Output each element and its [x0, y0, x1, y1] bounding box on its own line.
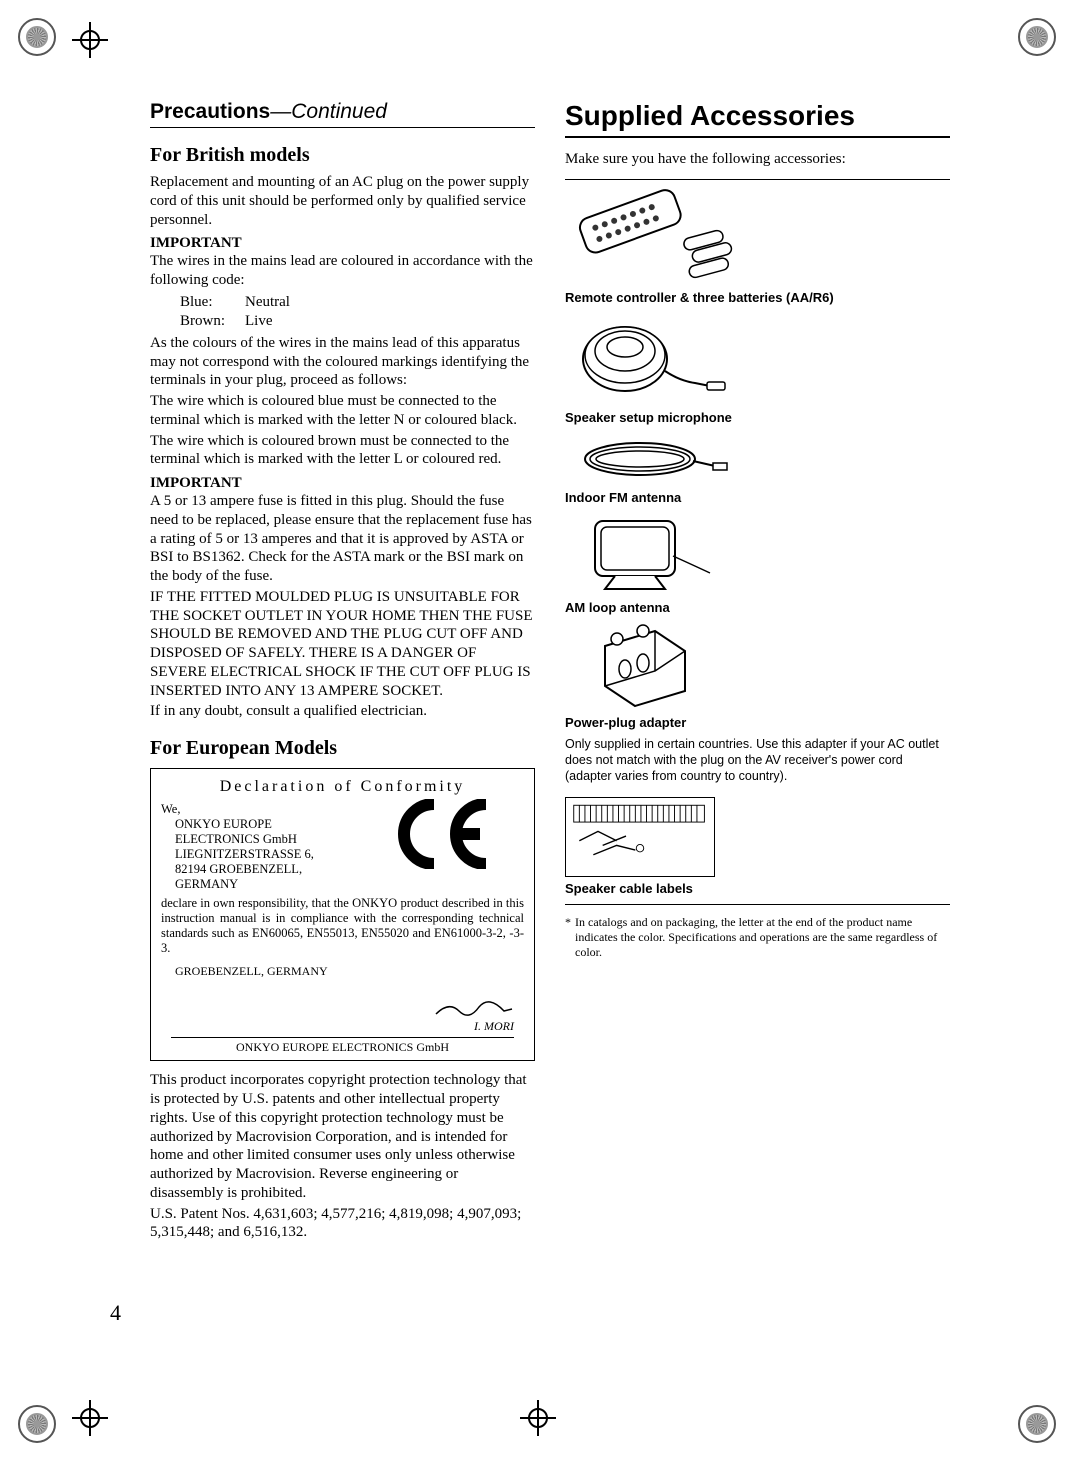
fm-antenna-icon — [565, 431, 735, 486]
divider — [565, 904, 950, 905]
register-mark-icon — [1018, 18, 1056, 56]
accessory-caption: Power-plug adapter — [565, 715, 950, 730]
right-column: Supplied Accessories Make sure you have … — [565, 100, 950, 1244]
register-mark-icon — [18, 1405, 56, 1443]
british-heading: For British models — [150, 144, 535, 167]
main-title: Supplied Accessories — [565, 100, 950, 138]
body-text: A 5 or 13 ampere fuse is fitted in this … — [150, 492, 535, 586]
wire-color: Blue: — [180, 294, 243, 311]
section-title: Precautions—Continued — [150, 100, 535, 128]
accessory-caption: AM loop antenna — [565, 600, 950, 615]
doc-box-signature: I. MORI — [161, 999, 524, 1033]
body-text: Replacement and mounting of an AC plug o… — [150, 173, 535, 229]
crosshair-icon — [520, 1400, 556, 1436]
divider — [171, 1037, 514, 1038]
table-row: Brown: Live — [180, 313, 308, 330]
page-number: 4 — [110, 1300, 121, 1326]
remote-batteries-icon — [565, 186, 735, 286]
accessory-caption: Speaker setup microphone — [565, 410, 950, 425]
microphone-icon — [565, 311, 735, 406]
crosshair-icon — [72, 1400, 108, 1436]
accessory-item: AM loop antenna — [565, 511, 950, 615]
ce-mark-icon — [394, 799, 494, 869]
doc-box-title: Declaration of Conformity — [161, 777, 524, 796]
signature-icon — [434, 999, 514, 1019]
doc-box-location: GROEBENZELL, GERMANY — [175, 964, 524, 978]
intro-text: Make sure you have the following accesso… — [565, 150, 950, 169]
body-text: The wire which is coloured blue must be … — [150, 392, 535, 430]
body-text: The wire which is coloured brown must be… — [150, 432, 535, 470]
register-mark-icon — [18, 18, 56, 56]
plug-adapter-icon — [565, 621, 735, 711]
section-title-continued: —Continued — [270, 100, 387, 123]
wire-color-table: Blue: Neutral Brown: Live — [178, 292, 310, 332]
body-text: U.S. Patent Nos. 4,631,603; 4,577,216; 4… — [150, 1205, 535, 1243]
cable-labels-icon — [565, 797, 715, 877]
important-label: IMPORTANT — [150, 235, 535, 252]
accessory-item: Speaker setup microphone — [565, 311, 950, 425]
body-text: As the colours of the wires in the mains… — [150, 334, 535, 390]
table-row: Blue: Neutral — [180, 294, 308, 311]
declaration-of-conformity-box: Declaration of Conformity We, ONKYO EURO… — [150, 768, 535, 1061]
accessory-item: Speaker cable labels — [565, 797, 950, 896]
section-title-main: Precautions — [150, 100, 270, 123]
wire-meaning: Neutral — [245, 294, 308, 311]
important-label: IMPORTANT — [150, 475, 535, 492]
page-content: Precautions—Continued For British models… — [150, 100, 950, 1244]
accessory-item: Remote controller & three batteries (AA/… — [565, 186, 950, 305]
catalog-note: In catalogs and on packaging, the letter… — [565, 915, 950, 960]
accessory-caption: Indoor FM antenna — [565, 490, 950, 505]
crosshair-icon — [72, 22, 108, 58]
wire-meaning: Live — [245, 313, 308, 330]
body-text: The wires in the mains lead are coloured… — [150, 252, 535, 290]
accessory-item: Indoor FM antenna — [565, 431, 950, 505]
doc-box-org: ONKYO EUROPE ELECTRONICS GmbH — [161, 1040, 524, 1054]
signature-name: I. MORI — [474, 1019, 514, 1033]
accessory-item: Power-plug adapter Only supplied in cert… — [565, 621, 950, 785]
body-text: This product incorporates copyright prot… — [150, 1071, 535, 1202]
accessory-caption: Remote controller & three batteries (AA/… — [565, 290, 950, 305]
body-text: IF THE FITTED MOULDED PLUG IS UNSUITABLE… — [150, 588, 535, 701]
left-column: Precautions—Continued For British models… — [150, 100, 535, 1244]
am-loop-icon — [565, 511, 735, 596]
wire-color: Brown: — [180, 313, 243, 330]
accessory-caption: Speaker cable labels — [565, 881, 950, 896]
european-heading: For European Models — [150, 737, 535, 760]
body-text: If in any doubt, consult a qualified ele… — [150, 702, 535, 721]
accessory-note: Only supplied in certain countries. Use … — [565, 736, 950, 785]
doc-box-we: We, — [161, 802, 180, 816]
doc-box-statement: declare in own responsibility, that the … — [161, 896, 524, 956]
divider — [565, 179, 950, 180]
register-mark-icon — [1018, 1405, 1056, 1443]
